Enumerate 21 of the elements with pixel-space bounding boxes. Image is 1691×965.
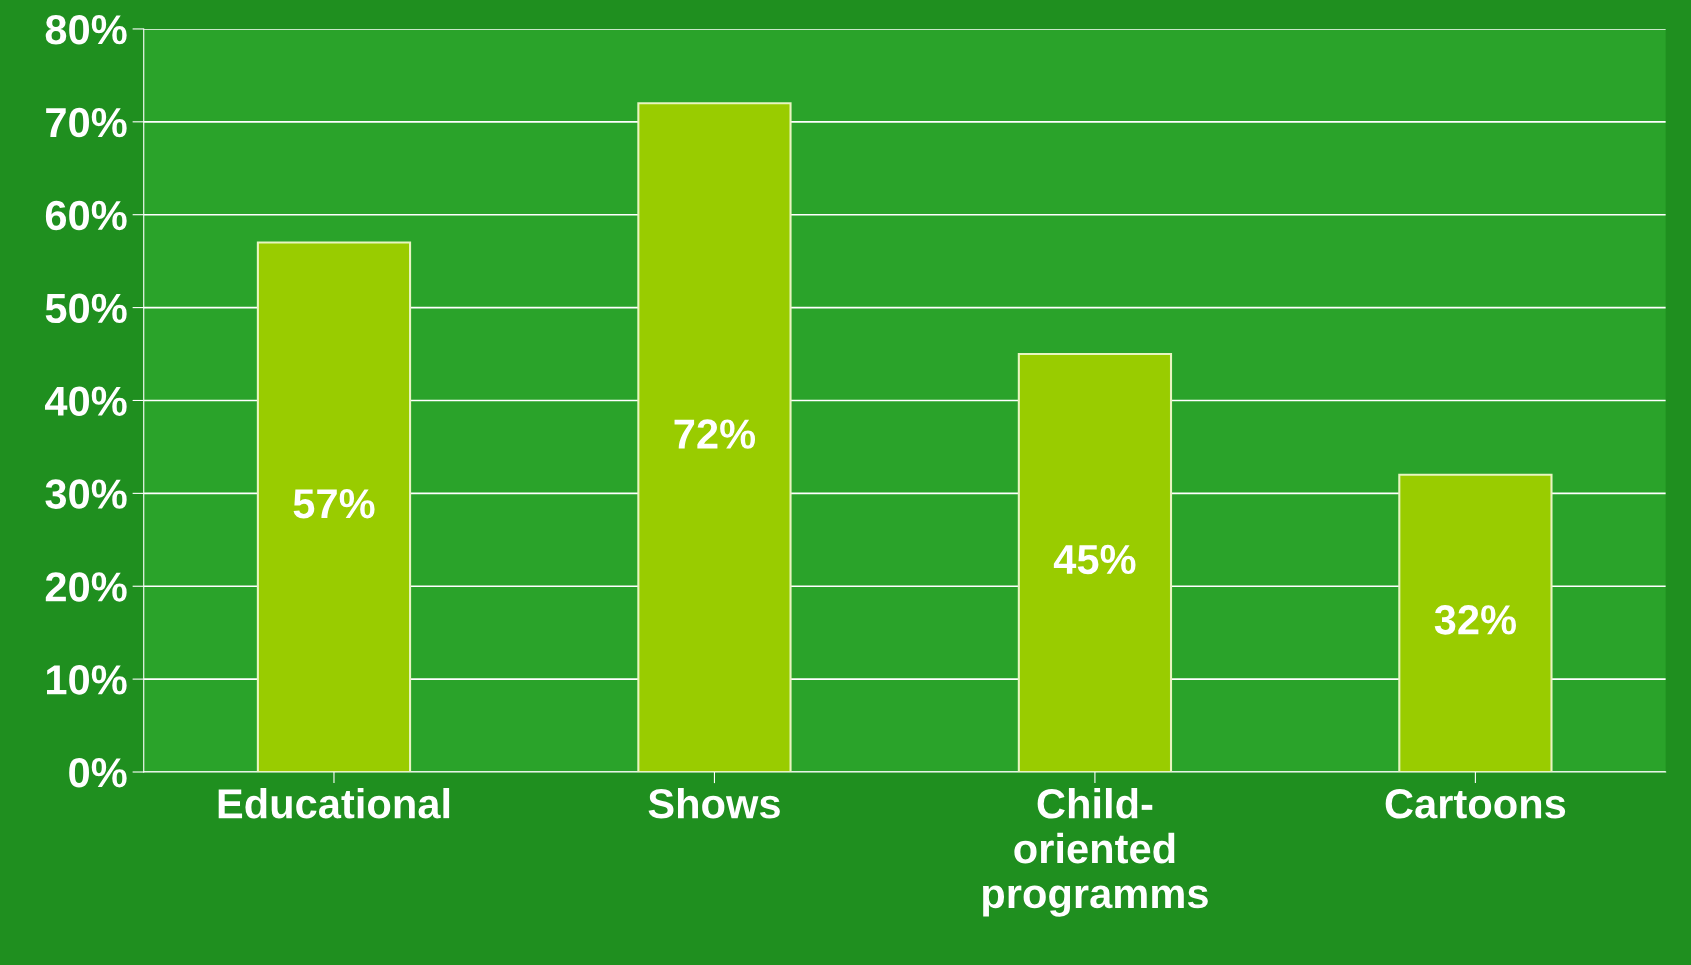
y-tick-label: 10%: [46, 665, 127, 695]
data-label: 32%: [1434, 605, 1516, 635]
y-tick-label: 50%: [45, 293, 127, 324]
bar: [1398, 473, 1553, 772]
y-tick-label: 0%: [69, 758, 127, 788]
data-label: 72%: [674, 419, 756, 449]
y-tick-label: 80%: [45, 14, 127, 45]
x-tick-label: Educational: [218, 787, 450, 819]
y-tick-label: 70%: [46, 107, 127, 138]
x-tick-label: Shows: [648, 787, 780, 819]
data-label: 45%: [1053, 544, 1136, 575]
y-tick-label: 40%: [45, 386, 127, 416]
bar: [637, 102, 792, 772]
x-tick-label: Cartoons: [1385, 789, 1566, 819]
bar: [1017, 352, 1173, 772]
bar: [256, 241, 412, 772]
y-tick-label: 30%: [45, 479, 127, 509]
data-label: 57%: [293, 489, 375, 519]
x-tick-label: Child- oriented programms: [983, 787, 1208, 917]
y-tick-label: 20%: [45, 572, 127, 602]
y-tick-label: 60%: [45, 200, 127, 231]
